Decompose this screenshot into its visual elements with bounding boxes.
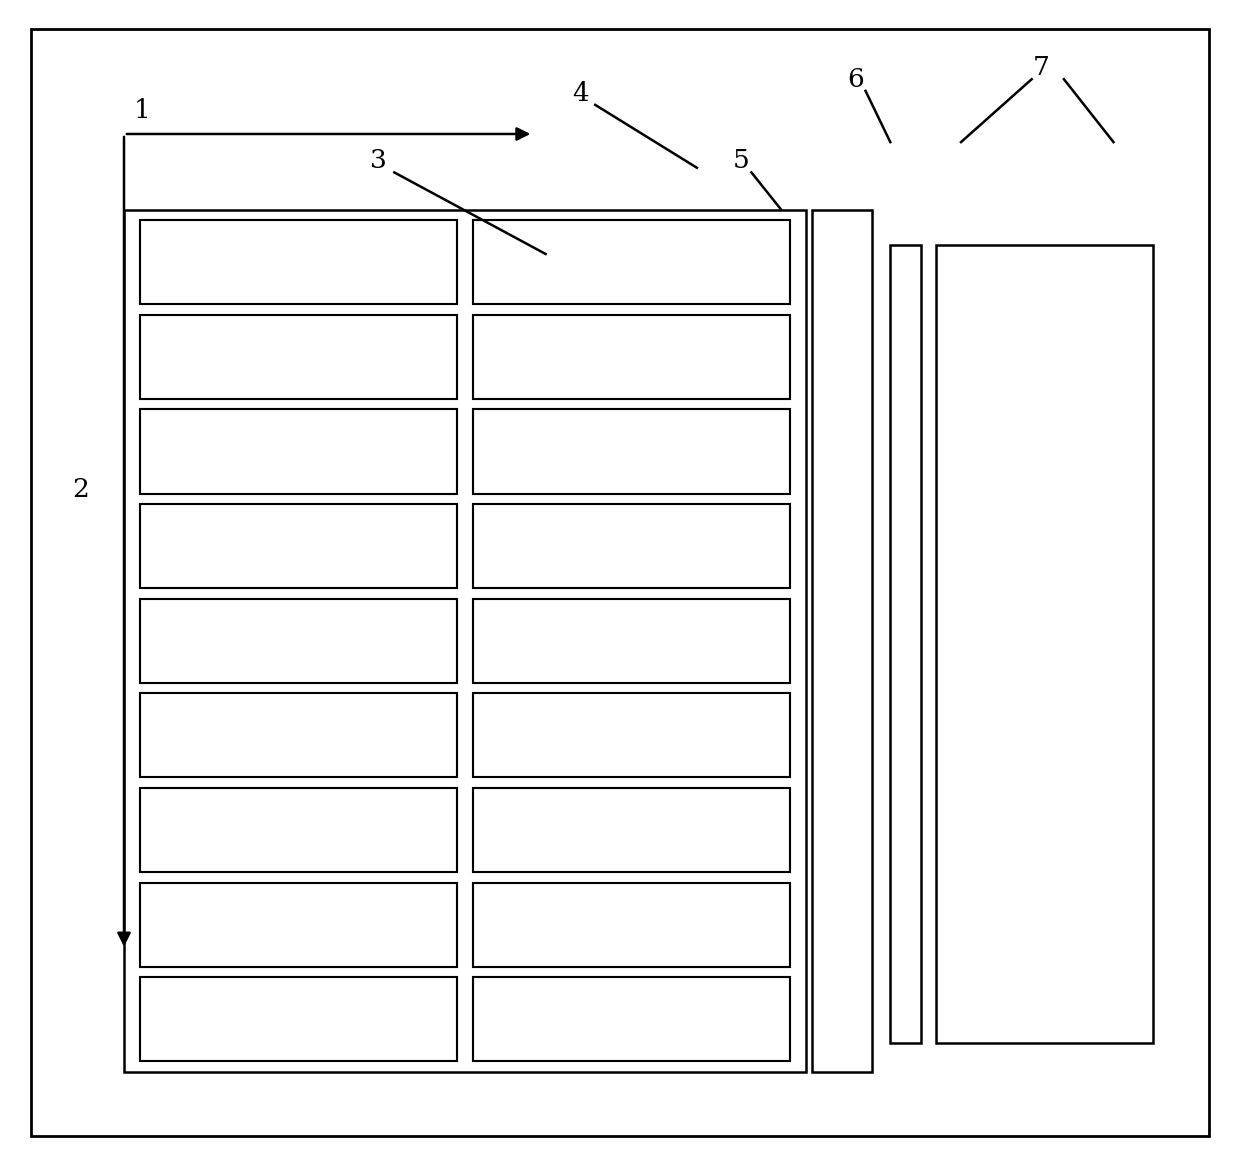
Bar	[140, 788, 456, 873]
Bar	[474, 693, 790, 777]
Bar	[140, 693, 456, 777]
Bar	[124, 210, 806, 1072]
Text: 3: 3	[370, 148, 387, 174]
Bar	[474, 409, 790, 494]
Bar	[812, 210, 872, 1072]
Bar	[474, 788, 790, 873]
Bar	[140, 977, 456, 1061]
Bar	[140, 504, 456, 588]
Bar	[474, 883, 790, 967]
Bar	[474, 599, 790, 683]
Bar	[474, 220, 790, 304]
Text: 2: 2	[72, 476, 89, 502]
Bar	[936, 245, 1153, 1043]
Text: 7: 7	[1033, 55, 1050, 80]
Text: 1: 1	[134, 98, 151, 123]
Bar	[140, 599, 456, 683]
Bar	[474, 977, 790, 1061]
Bar	[140, 220, 456, 304]
Bar	[140, 315, 456, 398]
Bar	[890, 245, 921, 1043]
Bar	[474, 315, 790, 398]
Text: 5: 5	[733, 148, 750, 174]
Bar	[474, 504, 790, 588]
Bar	[140, 883, 456, 967]
Text: 6: 6	[847, 66, 864, 92]
Bar	[140, 409, 456, 494]
Text: 4: 4	[572, 80, 589, 106]
